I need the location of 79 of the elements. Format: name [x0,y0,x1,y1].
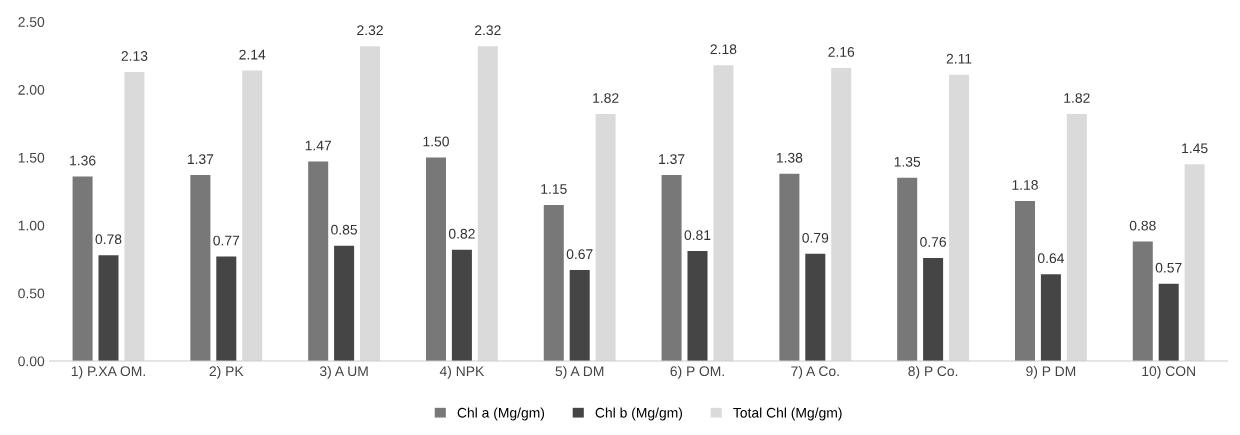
bar [1066,114,1087,362]
x-tick-label: 8) P Co. [908,365,958,379]
bar [72,176,93,362]
y-tick-label: 2.00 [18,84,45,95]
data-label: 0.67 [566,249,593,260]
data-label: 2.13 [121,51,148,61]
bar [425,157,446,362]
bar [687,251,708,362]
x-tick-label: 9) P DM [1026,365,1076,379]
data-label: 1.15 [541,184,567,194]
data-label: 0.77 [213,235,240,246]
x-tick-label: 3) A UM [319,365,368,379]
legend-label: Chl b (Mg/gm) [595,407,683,421]
data-label: 0.76 [920,236,947,247]
y-tick-label: 1.00 [18,220,45,231]
data-label: 2.14 [239,49,266,60]
data-label: 0.81 [684,230,711,241]
data-label: 1.35 [894,156,921,167]
bar [360,46,381,362]
bar [1014,200,1035,362]
bar [242,70,263,362]
data-label: 2.11 [946,53,972,64]
data-label: 0.64 [1037,253,1065,264]
bar [569,270,590,362]
data-label: 0.88 [1129,220,1156,231]
bar [1040,274,1061,362]
y-tick-label: 1.50 [18,152,45,163]
y-tick-label: 0.50 [18,288,45,299]
data-label: 1.36 [70,155,96,166]
data-label: 2.18 [710,44,737,55]
bar [124,71,145,362]
bar [949,74,970,362]
legend-label: Chl a (Mg/gm) [457,407,545,421]
legend-label: Total Chl (Mg/gm) [733,407,842,421]
bar [595,114,616,362]
x-tick-label: 7) A Co. [791,365,839,379]
bar [190,175,211,362]
bar [216,256,237,362]
data-label: 0.82 [448,228,475,239]
bar [308,161,329,362]
data-label: 1.37 [187,154,214,165]
data-label: 1.38 [776,152,803,163]
data-label: 0.57 [1155,262,1182,273]
x-tick-label: 1) P.XA OM. [71,365,145,379]
data-label: 1.37 [659,154,685,165]
bar [543,204,564,362]
data-label: 1.18 [1012,179,1038,190]
data-label: 0.78 [95,234,122,245]
data-label: 0.79 [802,232,829,243]
x-tick-label: 6) P OM. [670,365,724,379]
data-label: 2.32 [475,25,501,36]
bar [779,173,800,362]
bar [661,175,682,362]
data-label: 1.45 [1182,143,1208,154]
bar [334,245,355,362]
bar [477,46,498,362]
bar [451,249,472,362]
bar [897,177,918,362]
bar [713,65,734,362]
data-label: 2.32 [357,25,383,36]
x-tick-label: 10) CON [1142,365,1195,379]
bar [805,253,826,362]
y-tick-label: 0.00 [18,356,45,367]
data-label: 1.82 [1064,93,1090,103]
data-label: 1.47 [305,140,331,151]
data-label: 0.85 [331,224,358,235]
x-tick-label: 5) A DM [555,365,604,379]
x-tick-label: 2) PK [209,365,244,379]
bar [923,257,944,362]
x-tick-label: 4) NPK [439,365,485,379]
y-tick-label: 2.50 [18,17,45,27]
data-label: 1.50 [423,136,449,147]
bar [1132,241,1153,362]
bar [98,255,119,362]
bar [1184,164,1205,362]
bar [1158,283,1179,362]
data-label: 1.82 [593,93,619,103]
data-label: 2.16 [828,46,855,57]
bar [831,67,852,362]
